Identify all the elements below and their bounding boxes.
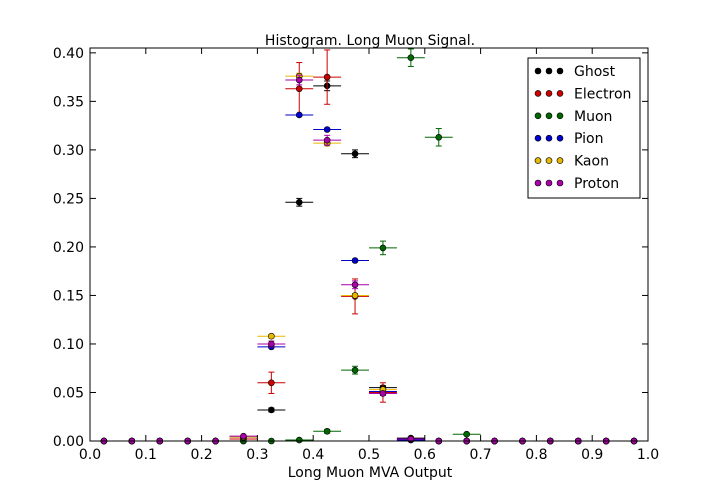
legend-marker bbox=[545, 90, 553, 97]
legend-marker bbox=[545, 112, 553, 120]
legend-marker bbox=[556, 112, 564, 120]
legend-marker bbox=[534, 157, 542, 164]
data-point bbox=[295, 85, 303, 93]
data-point bbox=[268, 379, 275, 387]
x-axis: 0.0 0.1 0.2 0.3 0.4 0.5 0.6 0.7 0.8 0.9 1.0 bbox=[79, 48, 659, 463]
x-tick-label: 0.4 bbox=[302, 447, 324, 463]
y-tick-label: 0.15 bbox=[53, 288, 84, 304]
y-tick-label: 0.40 bbox=[53, 46, 84, 62]
y-tick-label: 0.20 bbox=[53, 240, 84, 256]
legend-label: Muon bbox=[574, 109, 612, 125]
data-point bbox=[323, 136, 331, 144]
x-tick-label: 0.9 bbox=[581, 447, 603, 463]
data-point bbox=[351, 281, 359, 289]
legend-marker bbox=[545, 157, 553, 164]
data-point bbox=[295, 436, 303, 444]
y-tick-label: 0.25 bbox=[53, 191, 84, 207]
data-point bbox=[268, 406, 275, 414]
x-tick-label: 0.6 bbox=[414, 447, 436, 463]
data-point bbox=[351, 292, 359, 299]
data-point bbox=[295, 76, 303, 84]
chart-title: Histogram. Long Muon Signal. bbox=[265, 33, 475, 49]
legend-label: Pion bbox=[574, 131, 603, 147]
data-point bbox=[351, 150, 359, 158]
x-tick-label: 0.7 bbox=[469, 447, 491, 463]
y-tick-label: 0.35 bbox=[53, 94, 84, 110]
legend-marker bbox=[545, 179, 553, 187]
x-axis-label: Long Muon MVA Output bbox=[288, 465, 453, 481]
legend-marker bbox=[556, 134, 564, 142]
legend-marker bbox=[556, 157, 564, 164]
data-point bbox=[351, 257, 359, 264]
data-point bbox=[323, 126, 331, 133]
legend: Ghost Electron Muon Pion Kaon Proton bbox=[527, 57, 641, 199]
data-point bbox=[351, 366, 359, 374]
y-tick-label: 0.05 bbox=[53, 385, 84, 401]
data-point bbox=[463, 430, 470, 438]
legend-marker bbox=[556, 90, 564, 97]
legend-marker bbox=[545, 67, 553, 75]
legend-label: Kaon bbox=[574, 154, 609, 170]
legend-marker bbox=[556, 179, 564, 187]
data-point bbox=[323, 427, 331, 435]
x-tick-label: 1.0 bbox=[637, 447, 659, 463]
x-tick-label: 0.2 bbox=[190, 447, 212, 463]
y-tick-label: 0.30 bbox=[53, 143, 84, 159]
y-axis: 0.00 0.05 0.10 0.15 0.20 0.25 0.30 0.35 0.40 bbox=[53, 46, 648, 450]
x-tick-label: 0.0 bbox=[79, 447, 101, 463]
data-point bbox=[268, 332, 275, 340]
data-point bbox=[435, 133, 443, 141]
data-point bbox=[295, 198, 303, 206]
legend-marker bbox=[534, 112, 542, 120]
data-point bbox=[379, 390, 387, 397]
data-point bbox=[268, 340, 275, 348]
data-point bbox=[407, 54, 415, 62]
legend-marker bbox=[534, 67, 542, 75]
y-tick-label: 0.00 bbox=[53, 434, 84, 450]
legend-marker bbox=[534, 179, 542, 187]
x-tick-label: 0.5 bbox=[358, 447, 380, 463]
legend-marker bbox=[556, 67, 564, 75]
x-tick-label: 0.8 bbox=[525, 447, 547, 463]
x-tick-label: 0.3 bbox=[246, 447, 268, 463]
data-point bbox=[379, 244, 387, 252]
legend-label: Electron bbox=[574, 86, 631, 102]
data-point bbox=[240, 432, 247, 440]
legend-marker bbox=[545, 134, 553, 142]
legend-box bbox=[527, 57, 641, 199]
legend-marker bbox=[534, 90, 542, 97]
legend-marker bbox=[534, 134, 542, 142]
x-tick-label: 0.1 bbox=[135, 447, 157, 463]
data-point bbox=[295, 111, 303, 119]
data-point bbox=[323, 73, 331, 81]
legend-label: Ghost bbox=[574, 64, 616, 80]
y-tick-label: 0.10 bbox=[53, 337, 84, 353]
legend-label: Proton bbox=[574, 176, 619, 192]
